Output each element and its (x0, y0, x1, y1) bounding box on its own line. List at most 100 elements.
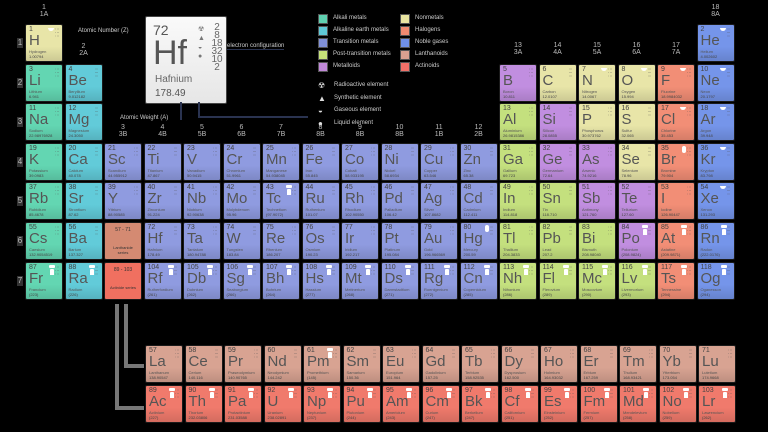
lanthanides-placeholder[interactable]: 57 - 71 Lanthanide series (104, 222, 142, 260)
element-ba[interactable]: 56 Ba Barium 137.327 ⋮⋮⋮ (64, 222, 103, 260)
element-br[interactable]: 35 Br Bromine 79.904 ⋮⋮⋮ (657, 142, 695, 181)
element-na[interactable]: 11 Na Sodium 22.98976928 ⋮⋮⋮ (25, 103, 63, 142)
element-sr[interactable]: 38 Sr Strontium 87.62 ⋮⋮⋮ (64, 182, 103, 221)
element-rf[interactable]: 104 Rf Rutherfordium (261) ⋮⋮⋮ (143, 261, 182, 300)
element-b[interactable]: 5 B Boron 10.811 ⋮⋮⋮ (499, 63, 537, 102)
element-mo[interactable]: 42 Mo Molybdenum 95.96 ⋮⋮⋮ (222, 182, 261, 221)
element-sn[interactable]: 50 Sn Tin 118.710 ⋮⋮⋮ (538, 182, 577, 221)
element-yb[interactable]: 70 Yb Ytterbium 173.054 ⋮⋮⋮ (658, 345, 697, 383)
element-se[interactable]: 34 Se Selenium 78.96 ⋮⋮⋮ (617, 142, 656, 181)
element-lr[interactable]: 103 Lr Lawrencium (262) ⋮⋮⋮ (698, 385, 736, 423)
element-co[interactable]: 27 Co Cobalt 58.933195 ⋮⋮⋮ (341, 142, 379, 181)
element-po[interactable]: 84 Po Polonium (208.9824) ⋮⋮⋮ (617, 222, 656, 260)
element-os[interactable]: 76 Os Osmium 190.23 ⋮⋮⋮ (301, 222, 340, 260)
element-o[interactable]: 8 O Oxygen 15.994 ⋮⋮⋮ (617, 63, 656, 102)
element-hf[interactable]: 72 Hf Hafnium 178.49 ⋮⋮⋮ (143, 222, 182, 260)
element-n[interactable]: 7 N Nitrogen 14.0067 ⋮⋮⋮ (578, 63, 616, 102)
element-fe[interactable]: 26 Fe Iron 55.845 ⋮⋮⋮ (301, 142, 340, 181)
element-at[interactable]: 85 At Astatine (209.9871) ⋮⋮⋮ (657, 222, 695, 260)
element-eu[interactable]: 63 Eu Europium 151.964 ⋮⋮⋮ (382, 345, 420, 383)
element-ga[interactable]: 31 Ga Gallium 69.723 ⋮⋮⋮ (499, 142, 537, 181)
element-tb[interactable]: 65 Tb Terbium 158.92535 ⋮⋮⋮ (461, 345, 499, 383)
element-kr[interactable]: 36 Kr Krypton 83.798 ⋮⋮⋮ (696, 142, 735, 181)
element-dy[interactable]: 66 Dy Dysprosium 162.500 ⋮⋮⋮ (500, 345, 539, 383)
element-ir[interactable]: 77 Ir Iridium 192.217 ⋮⋮⋮ (341, 222, 379, 260)
element-cu[interactable]: 29 Cu Copper 63.546 ⋮⋮⋮ (420, 142, 458, 181)
element-xe[interactable]: 54 Xe Xenon 131.293 ⋮⋮⋮ (696, 182, 735, 221)
element-bk[interactable]: 97 Bk Berkelium (247) ⋮⋮⋮ (461, 385, 499, 423)
element-nh[interactable]: 113 Nh Nihonium (286) ⋮⋮⋮ (499, 261, 537, 300)
element-md[interactable]: 101 Md Mendelevium (258) ⋮⋮⋮ (619, 385, 657, 423)
element-bh[interactable]: 107 Bh Bohrium (264) ⋮⋮⋮ (262, 261, 300, 300)
element-gd[interactable]: 64 Gd Gadolinium 157.25 ⋮⋮⋮ (421, 345, 460, 383)
element-rb[interactable]: 37 Rb Rubidium 85.4678 ⋮⋮⋮ (25, 182, 63, 221)
element-rn[interactable]: 86 Rn Radon (222.0176) ⋮⋮⋮ (696, 222, 735, 260)
element-be[interactable]: 4 Be Beryllium 9.012182 ⋮⋮⋮ (64, 63, 103, 102)
element-zr[interactable]: 40 Zr Zirconium 91.224 ⋮⋮⋮ (143, 182, 182, 221)
element-u[interactable]: 92 U Uranium 238.02891 ⋮⋮⋮ (263, 385, 302, 423)
element-f[interactable]: 9 F Fluorine 18.9984032 ⋮⋮⋮ (657, 63, 695, 102)
element-lu[interactable]: 71 Lu Lutetium 174.9668 ⋮⋮⋮ (698, 345, 736, 383)
element-cs[interactable]: 55 Cs Caesium 132.9054519 ⋮⋮⋮ (25, 222, 63, 260)
element-mn[interactable]: 25 Mn Manganese 54.938045 ⋮⋮⋮ (262, 142, 300, 181)
element-mc[interactable]: 115 Mc Moscovium (290) ⋮⋮⋮ (578, 261, 616, 300)
element-ho[interactable]: 67 Ho Holmium 164.93032 ⋮⋮⋮ (540, 345, 578, 383)
element-i[interactable]: 53 I Iodine 126.90447 ⋮⋮⋮ (657, 182, 695, 221)
element-ge[interactable]: 32 Ge Germanium 72.64 ⋮⋮⋮ (538, 142, 577, 181)
element-pu[interactable]: 94 Pu Plutonium (244) ⋮⋮⋮ (342, 385, 381, 423)
actinides-placeholder[interactable]: 89 - 103 Actinide series (104, 261, 142, 300)
element-li[interactable]: 3 Li Lithium 6.941 ⋮⋮⋮ (25, 63, 63, 102)
element-ra[interactable]: 88 Ra Radium (226) ⋮⋮⋮ (64, 261, 103, 300)
element-fr[interactable]: 87 Fr Francium (223) ⋮⋮⋮ (25, 261, 63, 300)
element-mg[interactable]: 12 Mg Magnesium 24.3050 ⋮⋮⋮ (64, 103, 103, 142)
element-sb[interactable]: 51 Sb Antimony 121.760 ⋮⋮⋮ (578, 182, 616, 221)
element-cf[interactable]: 98 Cf Californium (251) ⋮⋮⋮ (500, 385, 539, 423)
element-ds[interactable]: 110 Ds Darmstadtium (271) ⋮⋮⋮ (380, 261, 419, 300)
element-ce[interactable]: 58 Ce Cerium 140.116 ⋮⋮⋮ (184, 345, 223, 383)
element-tm[interactable]: 69 Tm Thulium 168.93421 ⋮⋮⋮ (619, 345, 657, 383)
element-sm[interactable]: 62 Sm Samarium 150.36 ⋮⋮⋮ (342, 345, 381, 383)
element-pb[interactable]: 82 Pb Lead 207.2 ⋮⋮⋮ (538, 222, 577, 260)
element-og[interactable]: 118 Og Oganesson (294) ⋮⋮⋮ (696, 261, 735, 300)
element-k[interactable]: 19 K Potassium 39.0983 ⋮⋮⋮ (25, 142, 63, 181)
element-al[interactable]: 13 Al Aluminium 26.9815386 ⋮⋮⋮ (499, 103, 537, 142)
element-es[interactable]: 99 Es Einsteinium (252) ⋮⋮⋮ (540, 385, 578, 423)
element-ag[interactable]: 47 Ag Silver 107.8682 ⋮⋮⋮ (420, 182, 458, 221)
element-fm[interactable]: 100 Fm Fermium (257) ⋮⋮⋮ (579, 385, 618, 423)
element-si[interactable]: 14 Si Silicon 28.0855 ⋮⋮⋮ (538, 103, 577, 142)
element-c[interactable]: 6 C Carbon 12.0107 ⋮⋮⋮ (538, 63, 577, 102)
element-cr[interactable]: 24 Cr Chromium 51.9961 ⋮⋮⋮ (222, 142, 261, 181)
element-w[interactable]: 74 W Tungsten 183.84 ⋮⋮⋮ (222, 222, 261, 260)
element-np[interactable]: 93 Np Neptunium (237) ⋮⋮⋮ (303, 385, 341, 423)
element-as[interactable]: 33 As Arsenic 74.9216 ⋮⋮⋮ (578, 142, 616, 181)
element-mt[interactable]: 109 Mt Meitnerium (268) ⋮⋮⋮ (341, 261, 379, 300)
element-cn[interactable]: 112 Cn Copernicium (285) ⋮⋮⋮ (459, 261, 498, 300)
element-te[interactable]: 52 Te Tellurium 127.60 ⋮⋮⋮ (617, 182, 656, 221)
element-ne[interactable]: 10 Ne Neon 20.1797 ⋮⋮⋮ (696, 63, 735, 102)
element-la[interactable]: 57 La Lanthanum 138.90547 ⋮⋮⋮ (145, 345, 183, 383)
element-y[interactable]: 39 Y Yttrium 88.90585 ⋮⋮⋮ (104, 182, 142, 221)
element-ar[interactable]: 18 Ar Argon 39.948 ⋮⋮⋮ (696, 103, 735, 142)
element-nd[interactable]: 60 Nd Neodymium 144.242 ⋮⋮⋮ (263, 345, 302, 383)
element-h[interactable]: 1 H Hydrogen 1.00794 ⋮⋮⋮ (25, 24, 63, 62)
element-am[interactable]: 95 Am Americium (243) ⋮⋮⋮ (382, 385, 420, 423)
element-au[interactable]: 79 Au Gold 196.966569 ⋮⋮⋮ (420, 222, 458, 260)
element-pa[interactable]: 91 Pa Protactinium 231.03588 ⋮⋮⋮ (224, 385, 262, 423)
element-zn[interactable]: 30 Zn Zinc 65.38 ⋮⋮⋮ (459, 142, 498, 181)
element-cm[interactable]: 96 Cm Curium (247) ⋮⋮⋮ (421, 385, 460, 423)
element-er[interactable]: 68 Er Erbium 167.259 ⋮⋮⋮ (579, 345, 618, 383)
element-sc[interactable]: 21 Sc Scandium 44.955912 ⋮⋮⋮ (104, 142, 142, 181)
element-hg[interactable]: 80 Hg Mercury 200.59 ⋮⋮⋮ (459, 222, 498, 260)
element-ac[interactable]: 89 Ac Actinium (227) ⋮⋮⋮ (145, 385, 183, 423)
element-th[interactable]: 90 Th Thorium 232.03806 ⋮⋮⋮ (184, 385, 223, 423)
element-ru[interactable]: 44 Ru Ruthenium 101.07 ⋮⋮⋮ (301, 182, 340, 221)
element-pr[interactable]: 59 Pr Praseodymium 140.90765 ⋮⋮⋮ (224, 345, 262, 383)
element-p[interactable]: 15 P Phosphorus 30.973762 ⋮⋮⋮ (578, 103, 616, 142)
element-pd[interactable]: 46 Pd Palladium 106.42 ⋮⋮⋮ (380, 182, 419, 221)
element-db[interactable]: 105 Db Dubnium (262) ⋮⋮⋮ (183, 261, 221, 300)
element-ca[interactable]: 20 Ca Calcium 40.078 ⋮⋮⋮ (64, 142, 103, 181)
element-no[interactable]: 102 No Nobelium (259) ⋮⋮⋮ (658, 385, 697, 423)
element-hs[interactable]: 108 Hs Hassium (277) ⋮⋮⋮ (301, 261, 340, 300)
element-re[interactable]: 75 Re Rhenium 186.207 ⋮⋮⋮ (262, 222, 300, 260)
element-cd[interactable]: 48 Cd Cadmium 112.411 ⋮⋮⋮ (459, 182, 498, 221)
